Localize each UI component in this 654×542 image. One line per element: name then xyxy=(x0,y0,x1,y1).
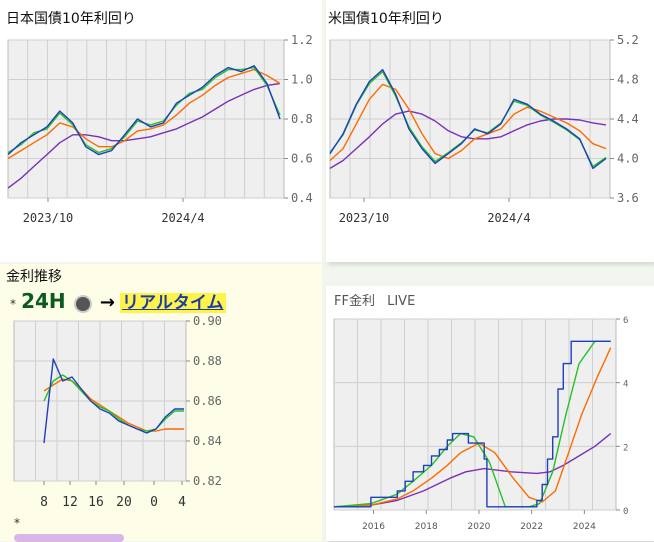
y-tick-label: 6 xyxy=(623,316,628,326)
series-line xyxy=(334,340,611,508)
y-tick-label: 0.82 xyxy=(193,474,222,488)
x-tick-label: 20 xyxy=(116,495,132,510)
x-tick-label: 2024/4 xyxy=(487,211,530,225)
y-tick-label: 3.6 xyxy=(617,191,639,205)
y-tick-label: 0.86 xyxy=(193,394,222,408)
series-line xyxy=(329,83,607,162)
chart-title: 日本国債10年利回り xyxy=(6,11,136,27)
gear-icon[interactable] xyxy=(73,294,92,313)
y-tick-label: 1.2 xyxy=(291,33,313,47)
x-tick-label: 2022 xyxy=(520,522,543,532)
y-tick-label: 0.84 xyxy=(193,434,222,448)
y-tick-label: 4.8 xyxy=(617,73,639,87)
realtime-link[interactable]: リアルタイム xyxy=(120,293,226,313)
y-tick-label: 0.8 xyxy=(291,112,313,126)
ff-rate-svg: 0 2 4 6 2016 2018 2020 2022 2024 xyxy=(333,316,628,532)
series-line xyxy=(43,358,184,444)
series-line xyxy=(7,65,281,156)
rate-trend-svg: 0.82 0.84 0.86 0.88 0.90 8 12 16 20 0 4 xyxy=(13,314,222,510)
ff-rate-panel: FF金利 LIVE 0 2 4 6 2016 2018 2020 2022 2024 xyxy=(326,286,654,541)
asterisk: * xyxy=(10,297,16,311)
x-tick-label: 4 xyxy=(178,495,186,510)
series-line xyxy=(43,378,184,432)
label-24h[interactable]: 24H xyxy=(21,289,66,313)
y-tick-label: 0.6 xyxy=(291,152,313,166)
chart-title: 米国債10年利回り xyxy=(328,11,444,27)
realtime-header: * 24H → リアルタイム xyxy=(10,288,226,313)
series-line xyxy=(333,340,611,508)
footer-pill[interactable] xyxy=(14,534,124,542)
ust-chart-svg: 3.6 4.0 4.4 4.8 5.2 2023/10 2024/4 xyxy=(329,33,639,225)
y-tick-label: 0.90 xyxy=(193,314,222,328)
series-line xyxy=(333,433,612,508)
chart-title: FF金利 xyxy=(334,294,375,309)
series-line xyxy=(329,110,607,169)
jgb-chart-svg: 0.4 0.6 0.8 1.0 1.2 2023/10 2024/4 xyxy=(7,33,313,225)
y-tick-label: 4 xyxy=(623,380,628,390)
chart-title: 金利推移 xyxy=(6,269,62,285)
x-tick-label: 2023/10 xyxy=(339,211,390,225)
y-tick-label: 5.2 xyxy=(617,33,639,47)
y-tick-label: 0 xyxy=(623,507,628,517)
arrow-right-icon: → xyxy=(99,292,115,313)
x-tick-label: 2016 xyxy=(362,522,385,532)
live-label: LIVE xyxy=(387,294,416,309)
y-tick-label: 4.4 xyxy=(617,112,639,126)
x-tick-label: 2024/4 xyxy=(161,211,204,225)
y-tick-label: 0.4 xyxy=(291,191,313,205)
x-tick-label: 16 xyxy=(88,495,104,510)
x-tick-label: 2020 xyxy=(468,522,491,532)
y-tick-label: 1.0 xyxy=(291,73,313,87)
y-tick-label: 4.0 xyxy=(617,152,639,166)
footer-asterisk: * xyxy=(14,516,20,530)
x-tick-label: 2018 xyxy=(415,522,438,532)
series-line xyxy=(7,82,281,189)
series-line xyxy=(329,68,607,170)
rate-trend-panel: 金利推移 * 24H → リアルタイム 0.82 0.84 0.86 0.88 0.90… xyxy=(0,264,322,542)
x-tick-label: 0 xyxy=(150,495,158,510)
ust-chart-panel: 米国債10年利回り 3.6 4.0 4.4 4.8 5.2 2023/10 2024/4 xyxy=(326,0,654,262)
series-line xyxy=(7,68,281,160)
x-tick-label: 2024 xyxy=(573,522,596,532)
ff-title: FF金利 LIVE xyxy=(334,290,415,309)
y-tick-label: 2 xyxy=(623,443,628,453)
x-tick-label: 2023/10 xyxy=(23,211,74,225)
x-tick-label: 8 xyxy=(40,495,48,510)
series-line xyxy=(333,347,612,508)
jgb-chart-panel: 日本国債10年利回り 0.4 0.6 0.8 1.0 1.2 2023/10 2024/4 xyxy=(0,0,322,262)
y-tick-label: 0.88 xyxy=(193,354,222,368)
x-tick-label: 12 xyxy=(62,495,78,510)
